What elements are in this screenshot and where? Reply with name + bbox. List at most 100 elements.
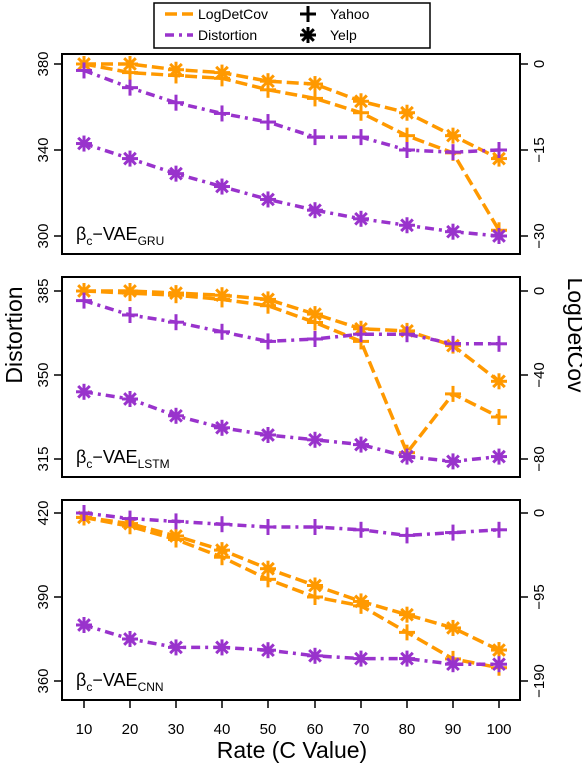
legend: LogDetCov Yahoo Distortion Yelp	[153, 2, 431, 49]
series-line-logdetcov-yahoo	[83, 515, 500, 670]
point-distortion-yahoo	[353, 521, 369, 538]
point-distortion-yahoo	[353, 129, 369, 146]
point-logdetcov-yelp-d2	[169, 286, 183, 300]
y-axis-label-right: LogDetCov	[563, 277, 582, 393]
point-distortion-yahoo	[214, 323, 230, 340]
panel-label-text: β	[76, 670, 86, 690]
point-distortion-yelp	[260, 427, 276, 443]
point-distortion-yelp	[307, 431, 323, 448]
point-distortion-yelp-d2	[400, 449, 414, 464]
point-logdetcov-yelp-d2	[169, 62, 183, 77]
point-distortion-yelp	[399, 650, 415, 667]
point-logdetcov-yelp-d2	[261, 292, 275, 307]
point-distortion-yelp	[307, 647, 323, 664]
point-distortion-yelp	[122, 150, 138, 167]
series-line-logdetcov-yelp	[84, 62, 500, 161]
point-distortion-yelp	[260, 642, 276, 659]
left-tick-label: 420	[35, 500, 52, 525]
point-distortion-yahoo	[76, 505, 92, 521]
point-distortion-yelp-d2	[215, 640, 229, 655]
point-distortion-yelp-d2	[492, 449, 506, 464]
panel-frame	[61, 53, 521, 255]
series-line-distortion-yahoo	[83, 511, 500, 538]
point-distortion-yelp	[214, 178, 230, 195]
point-distortion-yelp-d2	[400, 218, 414, 233]
point-logdetcov-yahoo	[307, 90, 323, 107]
point-logdetcov-yahoo	[491, 409, 507, 425]
point-distortion-yahoo	[214, 516, 230, 533]
panel-2: 315 350 385 0 −40 −80 βc−VAELSTM	[35, 276, 548, 478]
point-logdetcov-yelp-d2	[123, 57, 137, 71]
series-line-distortion-yelp	[83, 141, 500, 238]
point-distortion-yelp	[445, 223, 461, 240]
point-distortion-yahoo	[445, 144, 461, 161]
panel-label-text: β	[76, 224, 86, 244]
point-logdetcov-yelp-d2	[261, 74, 275, 89]
x-tick-label: 100	[486, 721, 511, 738]
point-distortion-yelp-d2	[123, 632, 137, 646]
left-tick-label: 350	[35, 362, 52, 387]
point-logdetcov-yelp-d2	[446, 621, 460, 635]
point-distortion-yelp	[168, 407, 184, 424]
point-logdetcov-yelp-d2	[492, 151, 506, 166]
series-line-logdetcov-yahoo	[83, 289, 500, 457]
point-distortion-yelp	[168, 165, 184, 182]
panel-1: 300 340 380 0 −15 −30 βc−VAEGRU	[35, 51, 548, 255]
point-distortion-yelp	[307, 202, 323, 219]
left-tick-label: 300	[35, 223, 52, 248]
point-distortion-yelp	[76, 135, 92, 152]
point-logdetcov-yelp	[260, 560, 276, 577]
point-logdetcov-yelp	[491, 642, 507, 659]
point-distortion-yahoo	[260, 114, 276, 131]
point-distortion-yelp	[353, 650, 369, 667]
point-logdetcov-yelp-d2	[400, 607, 414, 622]
point-distortion-yelp-d2	[308, 432, 322, 447]
x-axis: 10 20 30 40 50 60 70 80 90 100	[76, 700, 512, 738]
point-distortion-yahoo	[214, 105, 230, 122]
point-distortion-yelp-d2	[261, 192, 275, 207]
left-tick-label: 360	[35, 668, 52, 693]
point-logdetcov-yelp-d2	[77, 284, 91, 298]
point-distortion-yelp	[491, 228, 507, 244]
right-tick-label: −30	[531, 223, 548, 248]
point-logdetcov-yahoo	[399, 127, 415, 144]
point-distortion-yelp	[214, 419, 230, 436]
series-line-distortion-yahoo	[83, 298, 499, 346]
point-distortion-yelp-d2	[354, 651, 368, 666]
point-distortion-yahoo	[260, 333, 276, 350]
point-logdetcov-yelp	[122, 56, 138, 72]
point-logdetcov-yelp	[353, 93, 369, 110]
point-distortion-yahoo	[307, 331, 323, 347]
point-distortion-yelp	[168, 639, 184, 656]
panel-label-text: −VAE	[92, 447, 137, 467]
point-logdetcov-yelp-d2	[308, 307, 322, 321]
point-distortion-yelp	[491, 448, 507, 465]
point-distortion-yahoo	[307, 519, 323, 535]
point-logdetcov-yelp-d2	[492, 374, 506, 389]
point-logdetcov-yelp	[214, 287, 230, 304]
point-distortion-yelp-d2	[215, 179, 229, 194]
point-logdetcov-yelp-d2	[215, 288, 229, 303]
right-tick-label: −15	[531, 137, 548, 162]
point-distortion-yelp-d2	[169, 166, 183, 181]
right-tick-label: 0	[531, 60, 548, 68]
legend-label-yelp: Yelp	[330, 27, 357, 43]
point-logdetcov-yelp-d2	[446, 128, 460, 143]
panel-label-text: −VAE	[92, 224, 137, 244]
series-line-logdetcov-yelp	[83, 515, 500, 652]
point-logdetcov-yelp-d2	[123, 284, 137, 298]
point-distortion-yahoo	[307, 129, 323, 146]
series-line-logdetcov-yahoo	[83, 62, 501, 232]
legend-box	[153, 2, 431, 49]
panel-label-subscript: c	[86, 234, 92, 248]
point-distortion-yahoo	[168, 513, 184, 530]
point-distortion-yelp	[122, 631, 138, 647]
left-tick-label: 390	[35, 584, 52, 609]
series-line-logdetcov-yelp	[84, 289, 501, 383]
point-logdetcov-yahoo	[399, 624, 415, 641]
point-distortion-yelp-d2	[169, 640, 183, 655]
point-distortion-yelp-d2	[492, 657, 506, 672]
left-tick-label: 385	[35, 278, 52, 303]
point-logdetcov-yelp	[122, 283, 138, 299]
